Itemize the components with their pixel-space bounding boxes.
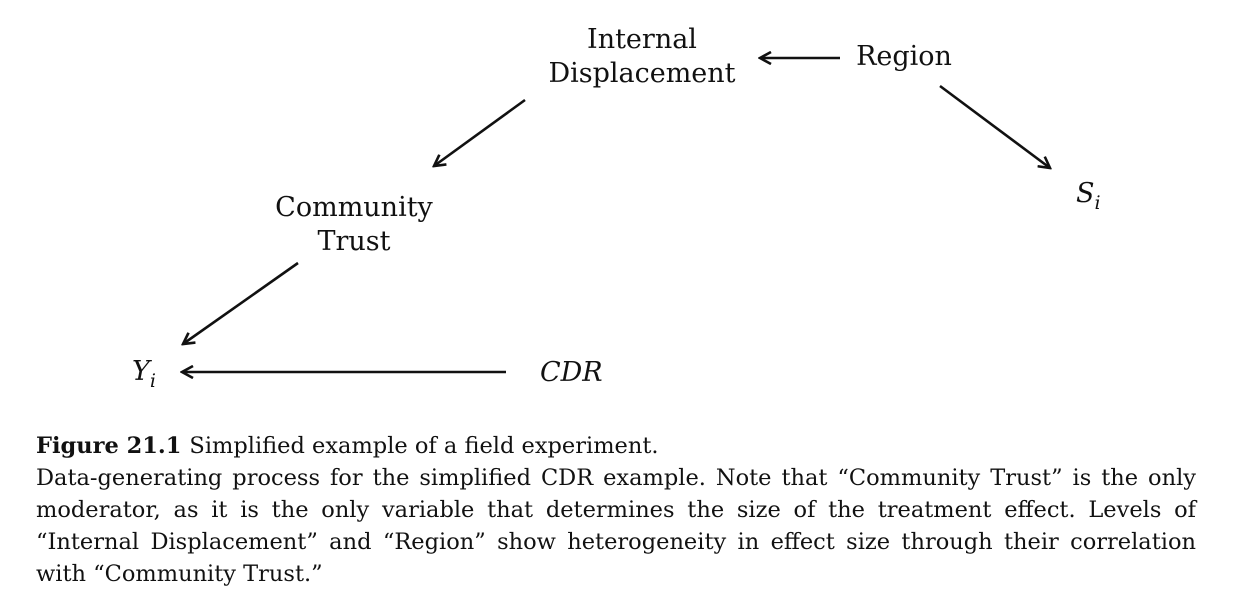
node-community-trust: Community Trust [275, 192, 433, 257]
node-y-i-label: Yi [132, 356, 156, 392]
edge-internal-displacement-to-community-trust [434, 98, 526, 166]
node-cdr: CDR [540, 357, 603, 388]
node-internal-displacement-line-1: Internal [587, 24, 697, 55]
figure-caption: Figure 21.1 Simplified example of a field… [36, 430, 1196, 590]
figure-number: Figure 21.1 [36, 433, 182, 459]
node-s-i-label: Si [1076, 178, 1101, 214]
node-internal-displacement: Internal Displacement [548, 24, 735, 89]
node-y-i-subscript: i [150, 370, 156, 392]
node-community-trust-line-2: Trust [317, 226, 390, 257]
edge-community-trust-to-y-i [183, 261, 299, 344]
node-y-i: Yi [132, 356, 156, 392]
causal-diagram: Internal Displacement Region Community T… [132, 24, 1101, 392]
node-s-i: Si [1076, 178, 1101, 214]
node-internal-displacement-line-2: Displacement [548, 58, 735, 89]
figure-title: Simplified example of a field experiment… [189, 433, 659, 459]
caption-body: Data-generating process for the simplifi… [36, 465, 1196, 587]
edge-region-to-s-i [939, 84, 1050, 168]
caption-title-line: Figure 21.1 Simplified example of a field… [36, 430, 1196, 462]
node-community-trust-line-1: Community [275, 192, 433, 223]
node-region: Region [856, 41, 952, 72]
node-y-i-base: Y [132, 356, 152, 387]
node-s-i-base: S [1076, 178, 1095, 209]
node-s-i-subscript: i [1095, 192, 1101, 214]
node-region-label: Region [856, 41, 952, 72]
node-cdr-label: CDR [540, 357, 603, 388]
